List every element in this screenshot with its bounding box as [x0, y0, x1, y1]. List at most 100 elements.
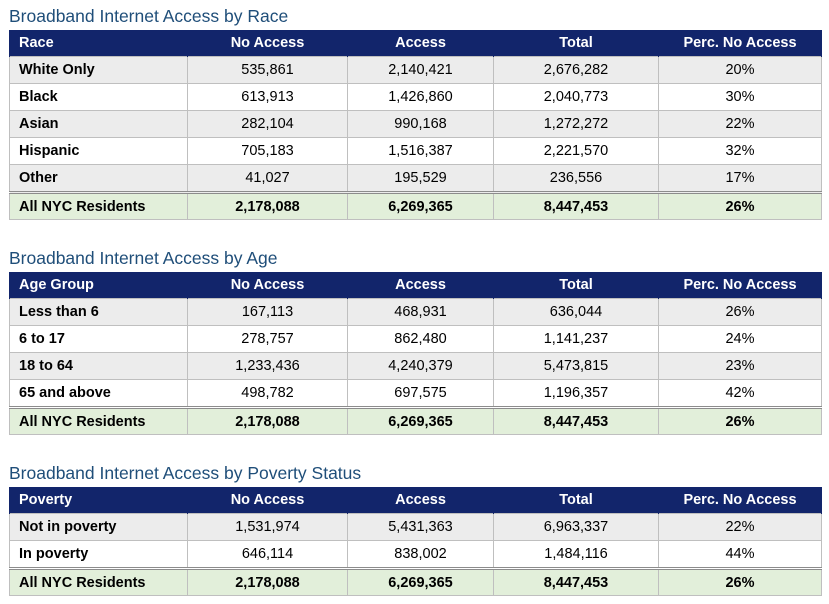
column-header-perc-no-access: Perc. No Access [658, 272, 822, 299]
row-label: Asian [9, 110, 188, 138]
cell-total: 2,221,570 [493, 137, 659, 165]
total-access: 6,269,365 [347, 567, 494, 596]
row-label: Less than 6 [9, 298, 188, 326]
cell-access: 4,240,379 [347, 352, 494, 380]
cell-total: 1,484,116 [493, 540, 659, 569]
total-perc-no-access: 26% [658, 191, 822, 220]
table-row: Less than 6 167,113 468,931 636,044 26% [9, 298, 822, 326]
cell-access: 862,480 [347, 325, 494, 353]
cell-total: 1,141,237 [493, 325, 659, 353]
table-row: Not in poverty 1,531,974 5,431,363 6,963… [9, 513, 822, 541]
column-header-poverty: Poverty [9, 487, 188, 514]
row-label: 65 and above [9, 379, 188, 408]
cell-no-access: 278,757 [187, 325, 348, 353]
column-header-total: Total [493, 30, 659, 57]
cell-access: 195,529 [347, 164, 494, 193]
table-header-row: Poverty No Access Access Total Perc. No … [9, 487, 822, 514]
cell-no-access: 646,114 [187, 540, 348, 569]
cell-perc-no-access: 22% [658, 110, 822, 138]
row-label: 6 to 17 [9, 325, 188, 353]
cell-perc-no-access: 30% [658, 83, 822, 111]
cell-access: 468,931 [347, 298, 494, 326]
cell-access: 5,431,363 [347, 513, 494, 541]
total-row: All NYC Residents 2,178,088 6,269,365 8,… [9, 567, 822, 596]
cell-access: 1,516,387 [347, 137, 494, 165]
table-row: White Only 535,861 2,140,421 2,676,282 2… [9, 56, 822, 84]
total-row: All NYC Residents 2,178,088 6,269,365 8,… [9, 191, 822, 220]
column-header-access: Access [347, 272, 494, 299]
table-header-row: Race No Access Access Total Perc. No Acc… [9, 30, 822, 57]
race-table: Race No Access Access Total Perc. No Acc… [9, 30, 822, 220]
table-header-row: Age Group No Access Access Total Perc. N… [9, 272, 822, 299]
poverty-section-title: Broadband Internet Access by Poverty Sta… [9, 463, 362, 483]
cell-access: 1,426,860 [347, 83, 494, 111]
total-total: 8,447,453 [493, 406, 659, 435]
cell-no-access: 498,782 [187, 379, 348, 408]
total-no-access: 2,178,088 [187, 406, 348, 435]
cell-perc-no-access: 26% [658, 298, 822, 326]
poverty-table: Poverty No Access Access Total Perc. No … [9, 487, 822, 596]
cell-perc-no-access: 20% [658, 56, 822, 84]
row-label: White Only [9, 56, 188, 84]
cell-access: 2,140,421 [347, 56, 494, 84]
column-header-total: Total [493, 487, 659, 514]
total-access: 6,269,365 [347, 191, 494, 220]
cell-no-access: 41,027 [187, 164, 348, 193]
cell-perc-no-access: 42% [658, 379, 822, 408]
total-perc-no-access: 26% [658, 567, 822, 596]
table-row: Asian 282,104 990,168 1,272,272 22% [9, 110, 822, 138]
total-label: All NYC Residents [9, 191, 188, 220]
cell-total: 6,963,337 [493, 513, 659, 541]
cell-no-access: 535,861 [187, 56, 348, 84]
column-header-access: Access [347, 487, 494, 514]
total-no-access: 2,178,088 [187, 567, 348, 596]
table-row: 65 and above 498,782 697,575 1,196,357 4… [9, 379, 822, 408]
cell-no-access: 705,183 [187, 137, 348, 165]
table-row: Hispanic 705,183 1,516,387 2,221,570 32% [9, 137, 822, 165]
table-row: Other 41,027 195,529 236,556 17% [9, 164, 822, 193]
total-no-access: 2,178,088 [187, 191, 348, 220]
column-header-no-access: No Access [187, 30, 348, 57]
column-header-no-access: No Access [187, 272, 348, 299]
column-header-perc-no-access: Perc. No Access [658, 487, 822, 514]
cell-perc-no-access: 17% [658, 164, 822, 193]
cell-total: 636,044 [493, 298, 659, 326]
row-label: Other [9, 164, 188, 193]
row-label: 18 to 64 [9, 352, 188, 380]
column-header-no-access: No Access [187, 487, 348, 514]
cell-no-access: 167,113 [187, 298, 348, 326]
total-access: 6,269,365 [347, 406, 494, 435]
total-total: 8,447,453 [493, 191, 659, 220]
row-label: In poverty [9, 540, 188, 569]
cell-access: 838,002 [347, 540, 494, 569]
cell-perc-no-access: 24% [658, 325, 822, 353]
total-perc-no-access: 26% [658, 406, 822, 435]
total-row: All NYC Residents 2,178,088 6,269,365 8,… [9, 406, 822, 435]
total-label: All NYC Residents [9, 567, 188, 596]
cell-no-access: 1,233,436 [187, 352, 348, 380]
cell-no-access: 282,104 [187, 110, 348, 138]
row-label: Not in poverty [9, 513, 188, 541]
cell-total: 1,196,357 [493, 379, 659, 408]
cell-total: 1,272,272 [493, 110, 659, 138]
cell-total: 5,473,815 [493, 352, 659, 380]
cell-access: 990,168 [347, 110, 494, 138]
column-header-total: Total [493, 272, 659, 299]
cell-total: 2,040,773 [493, 83, 659, 111]
table-row: In poverty 646,114 838,002 1,484,116 44% [9, 540, 822, 569]
age-table: Age Group No Access Access Total Perc. N… [9, 272, 822, 435]
age-section-title: Broadband Internet Access by Age [9, 248, 278, 268]
cell-perc-no-access: 44% [658, 540, 822, 569]
cell-access: 697,575 [347, 379, 494, 408]
table-row: Black 613,913 1,426,860 2,040,773 30% [9, 83, 822, 111]
cell-no-access: 1,531,974 [187, 513, 348, 541]
total-label: All NYC Residents [9, 406, 188, 435]
total-total: 8,447,453 [493, 567, 659, 596]
table-row: 18 to 64 1,233,436 4,240,379 5,473,815 2… [9, 352, 822, 380]
table-row: 6 to 17 278,757 862,480 1,141,237 24% [9, 325, 822, 353]
cell-perc-no-access: 23% [658, 352, 822, 380]
cell-no-access: 613,913 [187, 83, 348, 111]
column-header-access: Access [347, 30, 494, 57]
cell-perc-no-access: 32% [658, 137, 822, 165]
column-header-race: Race [9, 30, 188, 57]
